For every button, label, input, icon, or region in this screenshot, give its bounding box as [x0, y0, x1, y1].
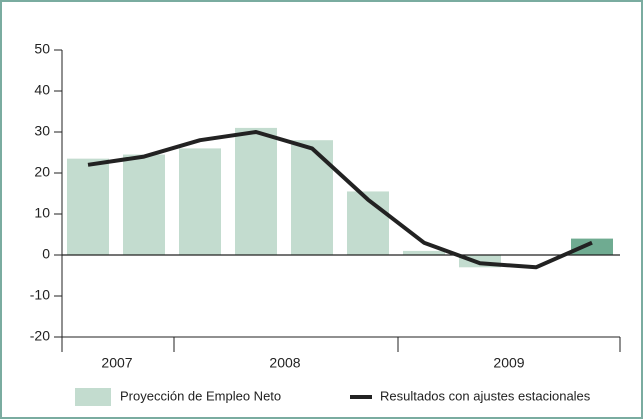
y-tick-label: 30: [34, 123, 50, 139]
legend-label: Proyección de Empleo Neto: [120, 388, 281, 403]
legend-label: Resultados con ajustes estacionales: [380, 388, 591, 403]
y-tick-label: 10: [34, 205, 50, 221]
bar: [291, 140, 333, 255]
x-group-label: 2007: [101, 355, 132, 371]
x-group-label: 2008: [269, 355, 300, 371]
y-tick-label: 50: [34, 41, 50, 57]
x-group-label: 2009: [493, 355, 524, 371]
bar: [67, 158, 109, 255]
bar: [179, 148, 221, 255]
bar: [571, 238, 613, 255]
y-tick-label: -20: [30, 328, 50, 344]
y-tick-label: 40: [34, 82, 50, 98]
bar: [235, 127, 277, 255]
bar: [123, 154, 165, 255]
bar: [403, 250, 445, 255]
y-tick-label: 20: [34, 164, 50, 180]
legend-swatch: [75, 388, 111, 406]
y-tick-label: 0: [42, 246, 50, 262]
y-tick-label: -10: [30, 287, 50, 303]
line: [87, 130, 593, 270]
